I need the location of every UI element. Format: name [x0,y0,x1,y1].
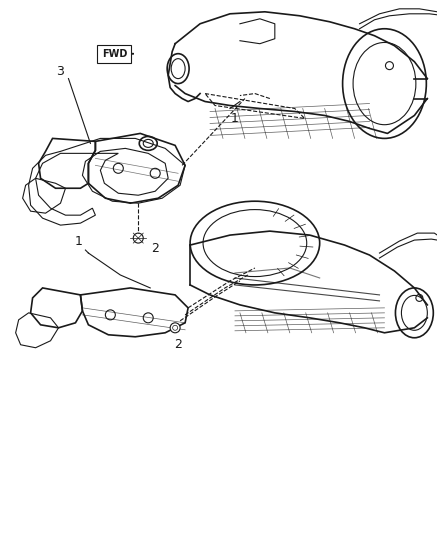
Text: 1: 1 [231,112,239,125]
FancyBboxPatch shape [97,45,131,63]
Text: 2: 2 [174,338,182,351]
Ellipse shape [170,323,180,333]
Text: FWD: FWD [102,49,127,59]
Text: 1: 1 [74,235,82,248]
Text: 2: 2 [151,241,159,255]
Text: 3: 3 [57,65,64,78]
